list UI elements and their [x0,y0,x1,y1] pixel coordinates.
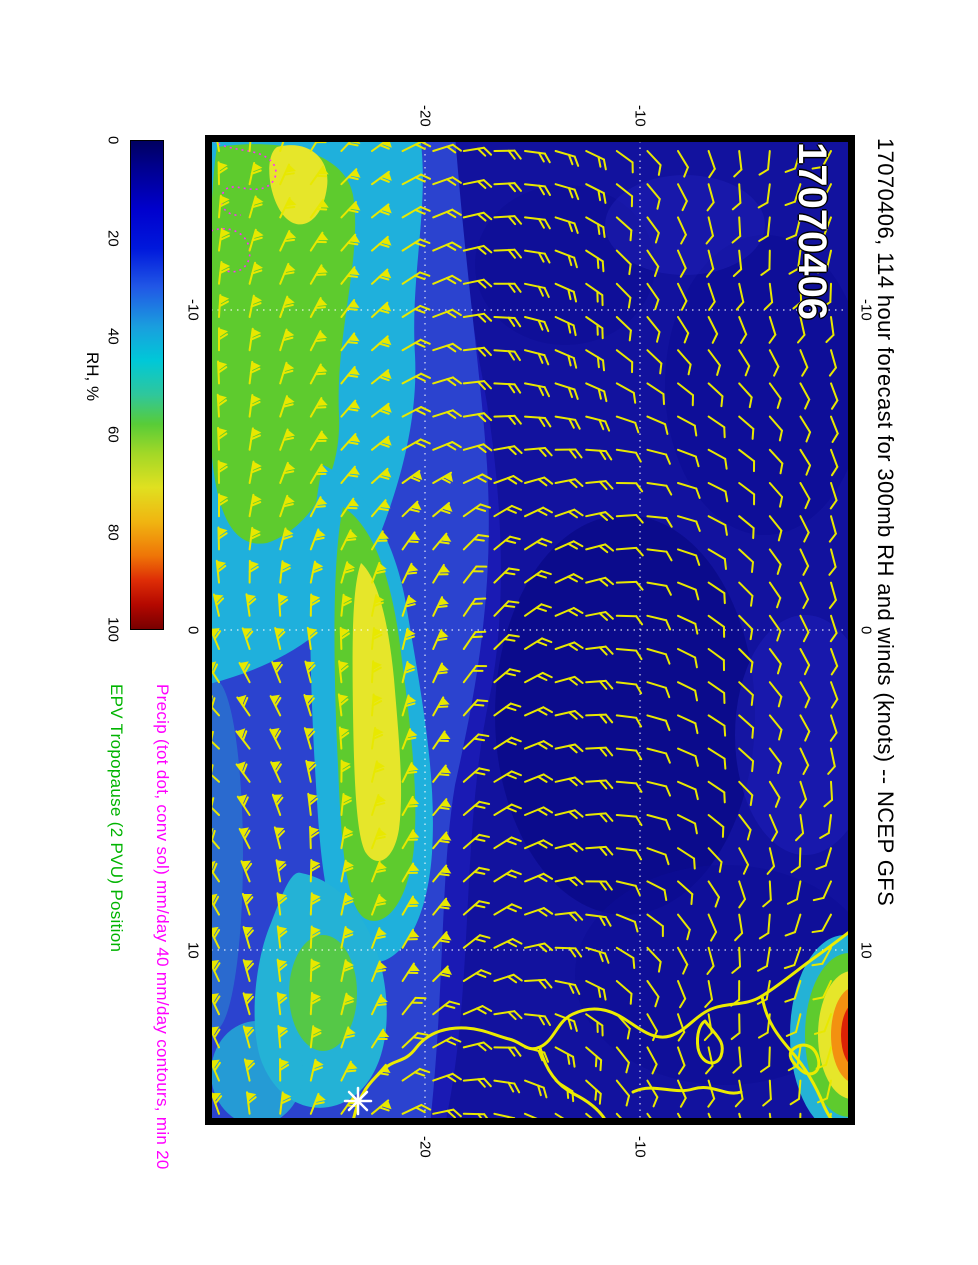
colorbar-tick-20: 20 [104,229,122,247]
axis-right-tick-m10: -10 [857,299,875,321]
asterisk-marker [343,1086,373,1116]
colorbar-tick-80: 80 [104,523,122,541]
figure-title: 17070406, 114 hour forecast for 300mb RH… [873,138,898,907]
axis-left-tick-m10: -10 [184,299,202,321]
colorbar-tick-40: 40 [104,327,122,345]
map-frame [205,135,855,1125]
axis-left-tick-10: 10 [184,941,202,959]
graticule-gridlines [211,141,849,1119]
axis-bottom-tick-10: -10 [631,1136,649,1158]
axis-left-tick-0: 0 [184,625,202,635]
legend-precip: Precip (tot dot, conv sol) mm/day 40 mm/… [153,684,172,1170]
colorbar-tick-60: 60 [104,425,122,443]
datestamp-overlay: 17070406 [790,142,834,320]
colorbar-label: RH, % [83,352,102,402]
axis-top-tick-20: -20 [416,105,434,127]
map-panel [205,135,855,1125]
colorbar-tick-0: 0 [104,135,122,145]
axis-top-tick-10: -10 [631,105,649,127]
axis-right-tick-0: 0 [857,625,875,635]
wind-barbs [211,141,839,1119]
map-svg [205,135,855,1125]
legend-epv-tropopause: EPV Tropopause (2 PVU) Position [107,684,126,953]
colorbar [130,140,164,630]
colorbar-tick-100: 100 [104,617,122,643]
axis-right-tick-10: 10 [857,941,875,959]
axis-bottom-tick-20: -20 [416,1136,434,1158]
